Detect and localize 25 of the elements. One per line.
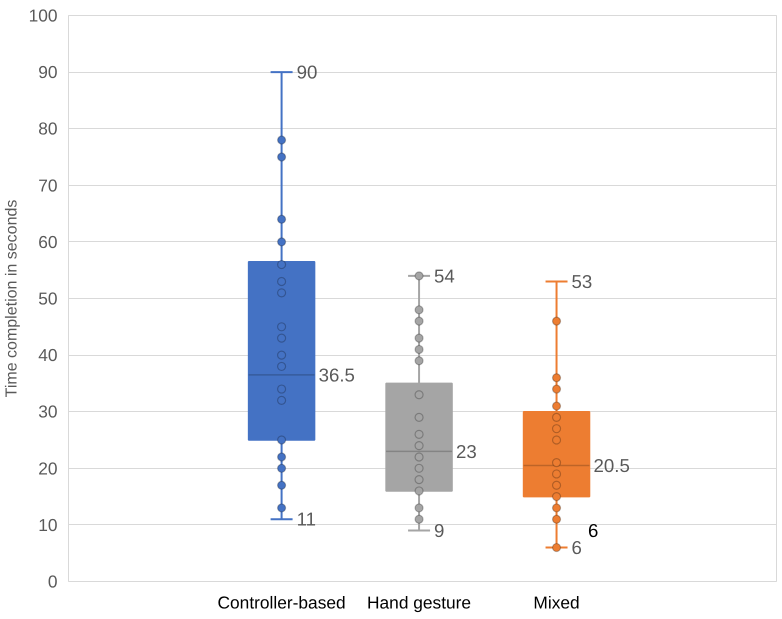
y-tick-label: 20 [38, 458, 58, 478]
y-tick-label: 50 [38, 288, 58, 308]
annotation: 9 [434, 520, 444, 542]
y-tick-label: 40 [38, 345, 58, 366]
y-axis-title: Time completion in seconds [4, 200, 21, 398]
x-tick-label: Hand gesture [367, 592, 472, 612]
y-tick-label: 30 [38, 402, 58, 422]
y-tick-label: 90 [38, 62, 58, 82]
y-tick-label: 60 [38, 232, 58, 252]
annotation: 90 [296, 62, 318, 83]
x-tick-label: Controller-based [218, 592, 346, 612]
y-tick-label: 100 [28, 6, 58, 26]
y-tick-label: 80 [38, 118, 58, 139]
annotation: 6 [572, 537, 582, 558]
annotation: 36.5 [318, 364, 355, 386]
annotation: 23 [456, 440, 477, 462]
annotation: 6 [588, 520, 598, 542]
y-tick-label: 10 [38, 514, 58, 535]
y-tick-label: 0 [48, 572, 58, 592]
annotation: 54 [434, 265, 455, 286]
x-tick-label: Mixed [533, 592, 580, 612]
annotation: 53 [572, 271, 592, 292]
annotation: 11 [296, 508, 316, 530]
y-tick-label: 70 [38, 175, 58, 196]
annotation: 20.5 [594, 454, 630, 476]
